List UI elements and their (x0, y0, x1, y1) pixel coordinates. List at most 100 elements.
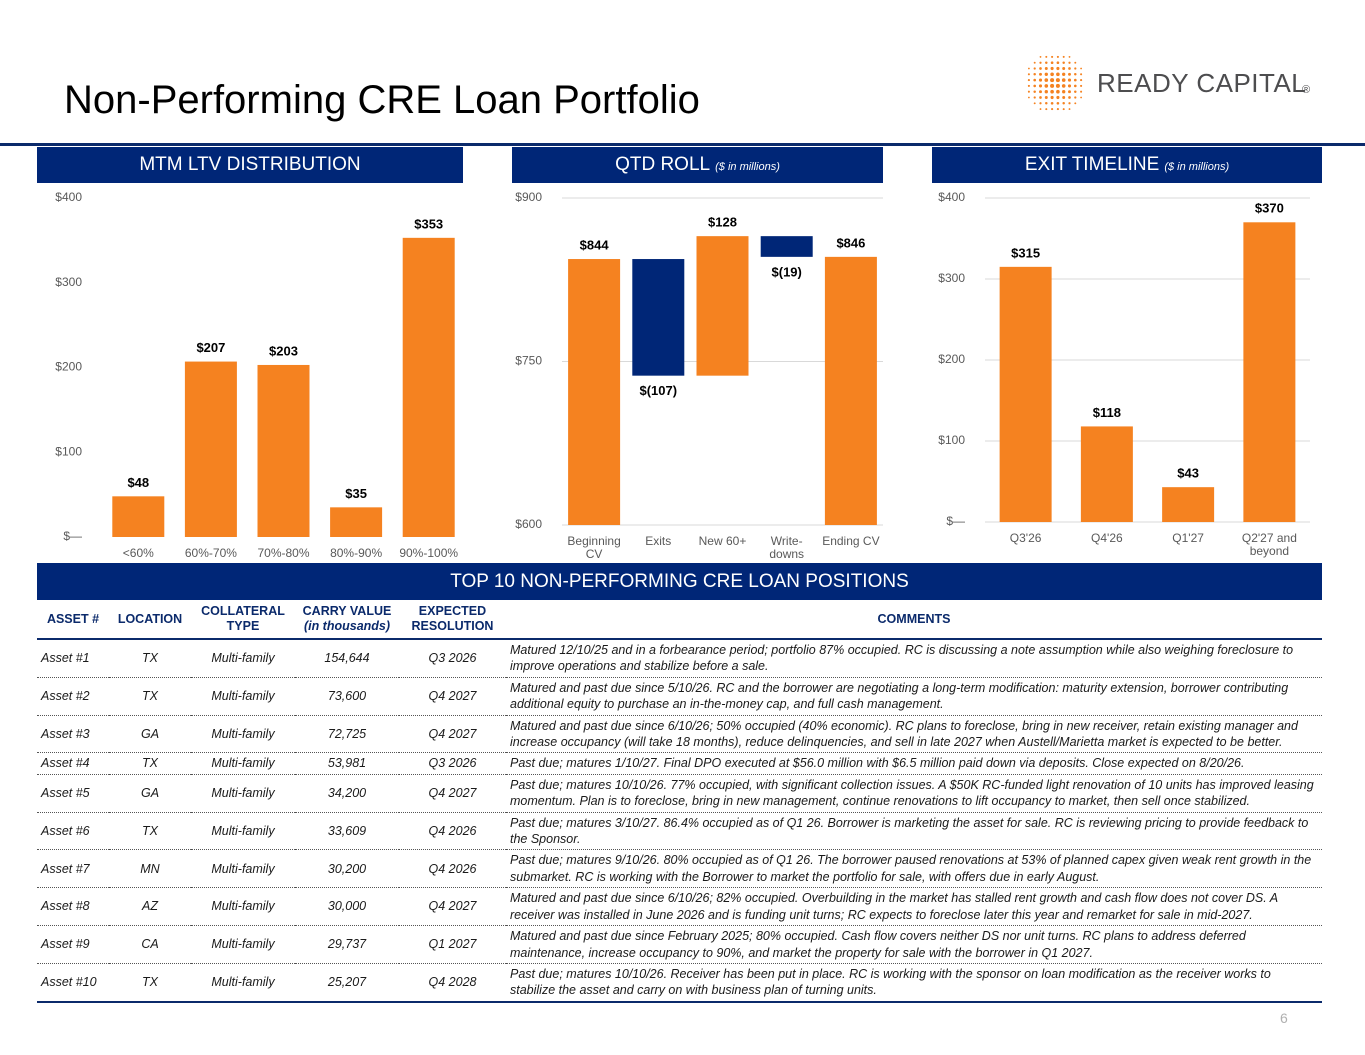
logo-dot (1039, 90, 1042, 94)
chart-title: MTM LTV DISTRIBUTION (139, 154, 361, 175)
column-label: CARRY VALUE (302, 604, 392, 618)
table-cell: Asset #3 (37, 715, 109, 754)
logo-dot (1080, 84, 1083, 87)
table-cell: Q4 2026 (399, 812, 506, 851)
logo-dot (1027, 73, 1030, 76)
logo-dot (1027, 90, 1030, 93)
y-tick-label: $200 (55, 360, 82, 374)
data-label: $128 (708, 215, 737, 230)
table-row: Asset #6 TX Multi-family 33,609 Q4 2026 Past … (37, 812, 1322, 851)
logo-dot (1039, 96, 1042, 99)
logo-dot (1045, 61, 1048, 64)
logo-dot (1033, 78, 1037, 82)
chart-subtitle: ($ in millions) (1164, 160, 1230, 173)
logo-dot (1033, 84, 1037, 88)
y-tick-label: $100 (938, 433, 965, 447)
table-cell: 53,981 (295, 752, 399, 775)
logo-dot (1074, 73, 1077, 76)
bar (824, 256, 877, 525)
bar (999, 266, 1052, 522)
table-cell: Asset #2 (37, 677, 109, 716)
logo-dot (1033, 90, 1036, 93)
logo-dot (1080, 67, 1083, 70)
y-tick-label: $— (63, 529, 82, 543)
logo-dot (1045, 102, 1048, 105)
x-tick-label: New 60+ (698, 535, 747, 548)
x-tick-label-box: New 60+ (698, 535, 747, 548)
comment-cell: Matured 12/10/25 and in a forbearance pe… (506, 639, 1322, 678)
data-label: $43 (1177, 466, 1199, 481)
column-label: LOCATION (117, 611, 183, 626)
table-cell: Q4 2028 (399, 963, 506, 1003)
data-label: $48 (127, 475, 149, 490)
header-rule (0, 143, 1365, 146)
x-tick-label-box: Q2'27 and beyond (1242, 532, 1297, 558)
logo-dot (1056, 89, 1060, 94)
data-label: $207 (196, 340, 225, 355)
logo-dot (1039, 72, 1042, 76)
table-cell: 30,200 (295, 849, 399, 889)
y-tick-label: $900 (515, 190, 542, 204)
column-header: ASSET # (37, 600, 109, 640)
bar (1243, 222, 1296, 523)
logo-dot (1061, 84, 1066, 88)
bar (760, 236, 813, 257)
chart-title: QTD ROLL (615, 154, 711, 175)
column-label: COMMENTS (877, 611, 951, 626)
table-cell: Q4 2027 (399, 715, 506, 754)
logo-dot (1074, 96, 1077, 99)
x-tick-label-box: Q1'27 (1172, 532, 1204, 545)
comment-cell: Matured and past due since February 2025… (506, 925, 1322, 964)
table-title: TOP 10 NON-PERFORMING CRE LOAN POSITIONS (37, 563, 1322, 600)
page-title: Non-Performing CRE Loan Portfolio (64, 78, 700, 122)
charts: $— $100 $200 $300 $400 <60% $48 60%-70% $207 70%-… (55, 190, 1310, 561)
comment-cell: Past due; matures 9/10/26. 80% occupied … (506, 849, 1322, 889)
logo-dot (1050, 89, 1054, 94)
x-tick-label-box: Beginning CV (567, 535, 621, 561)
x-tick-label-box: 70%-80% (257, 547, 309, 560)
data-label: $203 (269, 343, 298, 358)
header-row: ASSET # LOCATION COLLATERAL TYPE CARRY VALU… (37, 600, 1322, 640)
x-tick-label: 60%-70% (184, 547, 237, 560)
table-cell: Multi-family (191, 925, 295, 964)
table-cell: Q4 2027 (399, 887, 506, 927)
x-tick-label: Write-downs (769, 535, 805, 561)
column-header: CARRY VALUE (in thousands) (295, 600, 399, 640)
bar (632, 259, 685, 376)
logo-dot (1039, 102, 1042, 105)
table-cell: Multi-family (191, 963, 295, 1003)
data-label: $370 (1255, 201, 1284, 216)
logo-icon (1027, 55, 1083, 111)
table-cell: Multi-family (191, 849, 295, 889)
logo-dot (1051, 108, 1054, 111)
data-label: $35 (345, 486, 367, 501)
logo-dot (1038, 78, 1043, 82)
logo-dot (1050, 72, 1054, 77)
logo-dot (1027, 96, 1030, 99)
bar (696, 236, 749, 376)
x-tick-label: 80%-90% (330, 547, 383, 560)
logo-dot (1073, 84, 1077, 88)
logo-dot (1068, 67, 1071, 70)
logo-dot (1061, 78, 1066, 82)
table-cell: Multi-family (191, 887, 295, 927)
logo-dot (1068, 108, 1071, 111)
x-tick-label: Exits (645, 535, 672, 548)
y-tick-label: $400 (938, 190, 965, 204)
table-cell: 29,737 (295, 925, 399, 964)
comment-cell: Past due; matures 10/10/26. 77% occupied… (506, 774, 1322, 813)
x-tick-label-box: Exits (645, 535, 672, 548)
logo-dot (1050, 95, 1054, 100)
table-cell: GA (109, 715, 191, 754)
logo-dot (1044, 72, 1048, 76)
logo-dot (1062, 90, 1066, 94)
table-cell: Asset #4 (37, 752, 109, 775)
table-cell: AZ (109, 887, 191, 927)
table-cell: Q4 2026 (399, 849, 506, 889)
table-cell: 30,000 (295, 887, 399, 927)
y-tick-label: $200 (938, 352, 965, 366)
logo-dot (1068, 102, 1071, 105)
logo-dot (1038, 84, 1043, 88)
x-tick-label-box: Write-downs (769, 535, 805, 561)
x-tick-label: Beginning CV (567, 535, 621, 561)
